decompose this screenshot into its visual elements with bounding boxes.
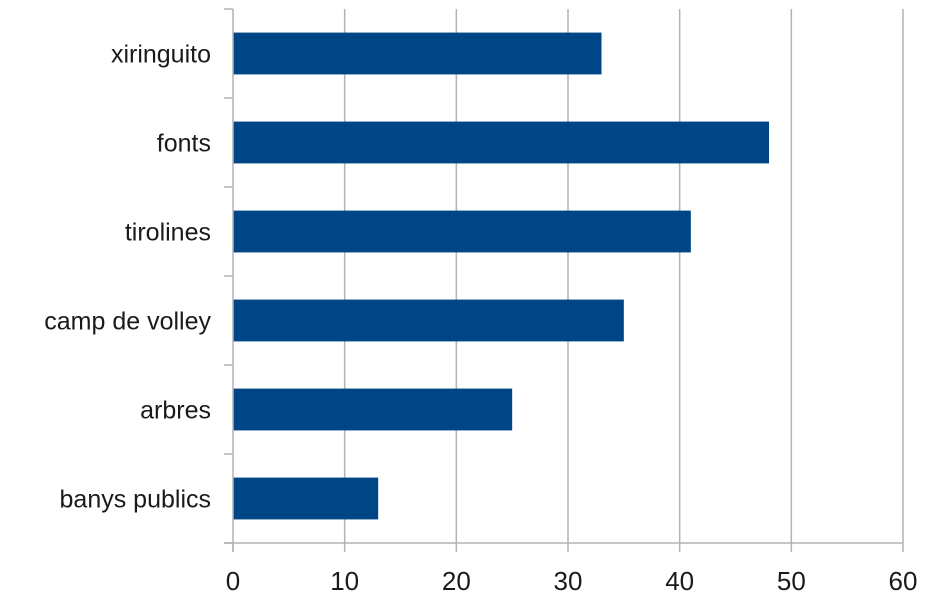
bar-banys-publics (233, 477, 379, 520)
labels: 0 10 20 30 40 50 60 xiringuito fonts tirolines cam… (44, 41, 917, 597)
category-label: arbres (140, 397, 211, 425)
bar-xiringuito (233, 32, 602, 75)
x-tick-label: 60 (889, 566, 918, 596)
bar-camp-de-volley (233, 299, 624, 342)
x-tick-label: 10 (330, 566, 359, 596)
x-tick-label: 20 (442, 566, 471, 596)
x-tick-label: 30 (554, 566, 583, 596)
gridlines (343, 9, 904, 543)
x-tick-label: 40 (665, 566, 694, 596)
category-label: tirolines (125, 219, 211, 247)
bar-fonts (233, 121, 769, 164)
category-label: camp de volley (44, 308, 211, 336)
bar-arbres (233, 388, 513, 431)
x-tick-label: 50 (777, 566, 806, 596)
bars (233, 32, 769, 520)
category-label: banys publics (60, 486, 211, 514)
axes (224, 8, 904, 552)
x-tick-label: 0 (226, 566, 240, 596)
category-label: fonts (157, 130, 211, 158)
bar-tirolines (233, 210, 691, 253)
category-label: xiringuito (111, 41, 211, 69)
